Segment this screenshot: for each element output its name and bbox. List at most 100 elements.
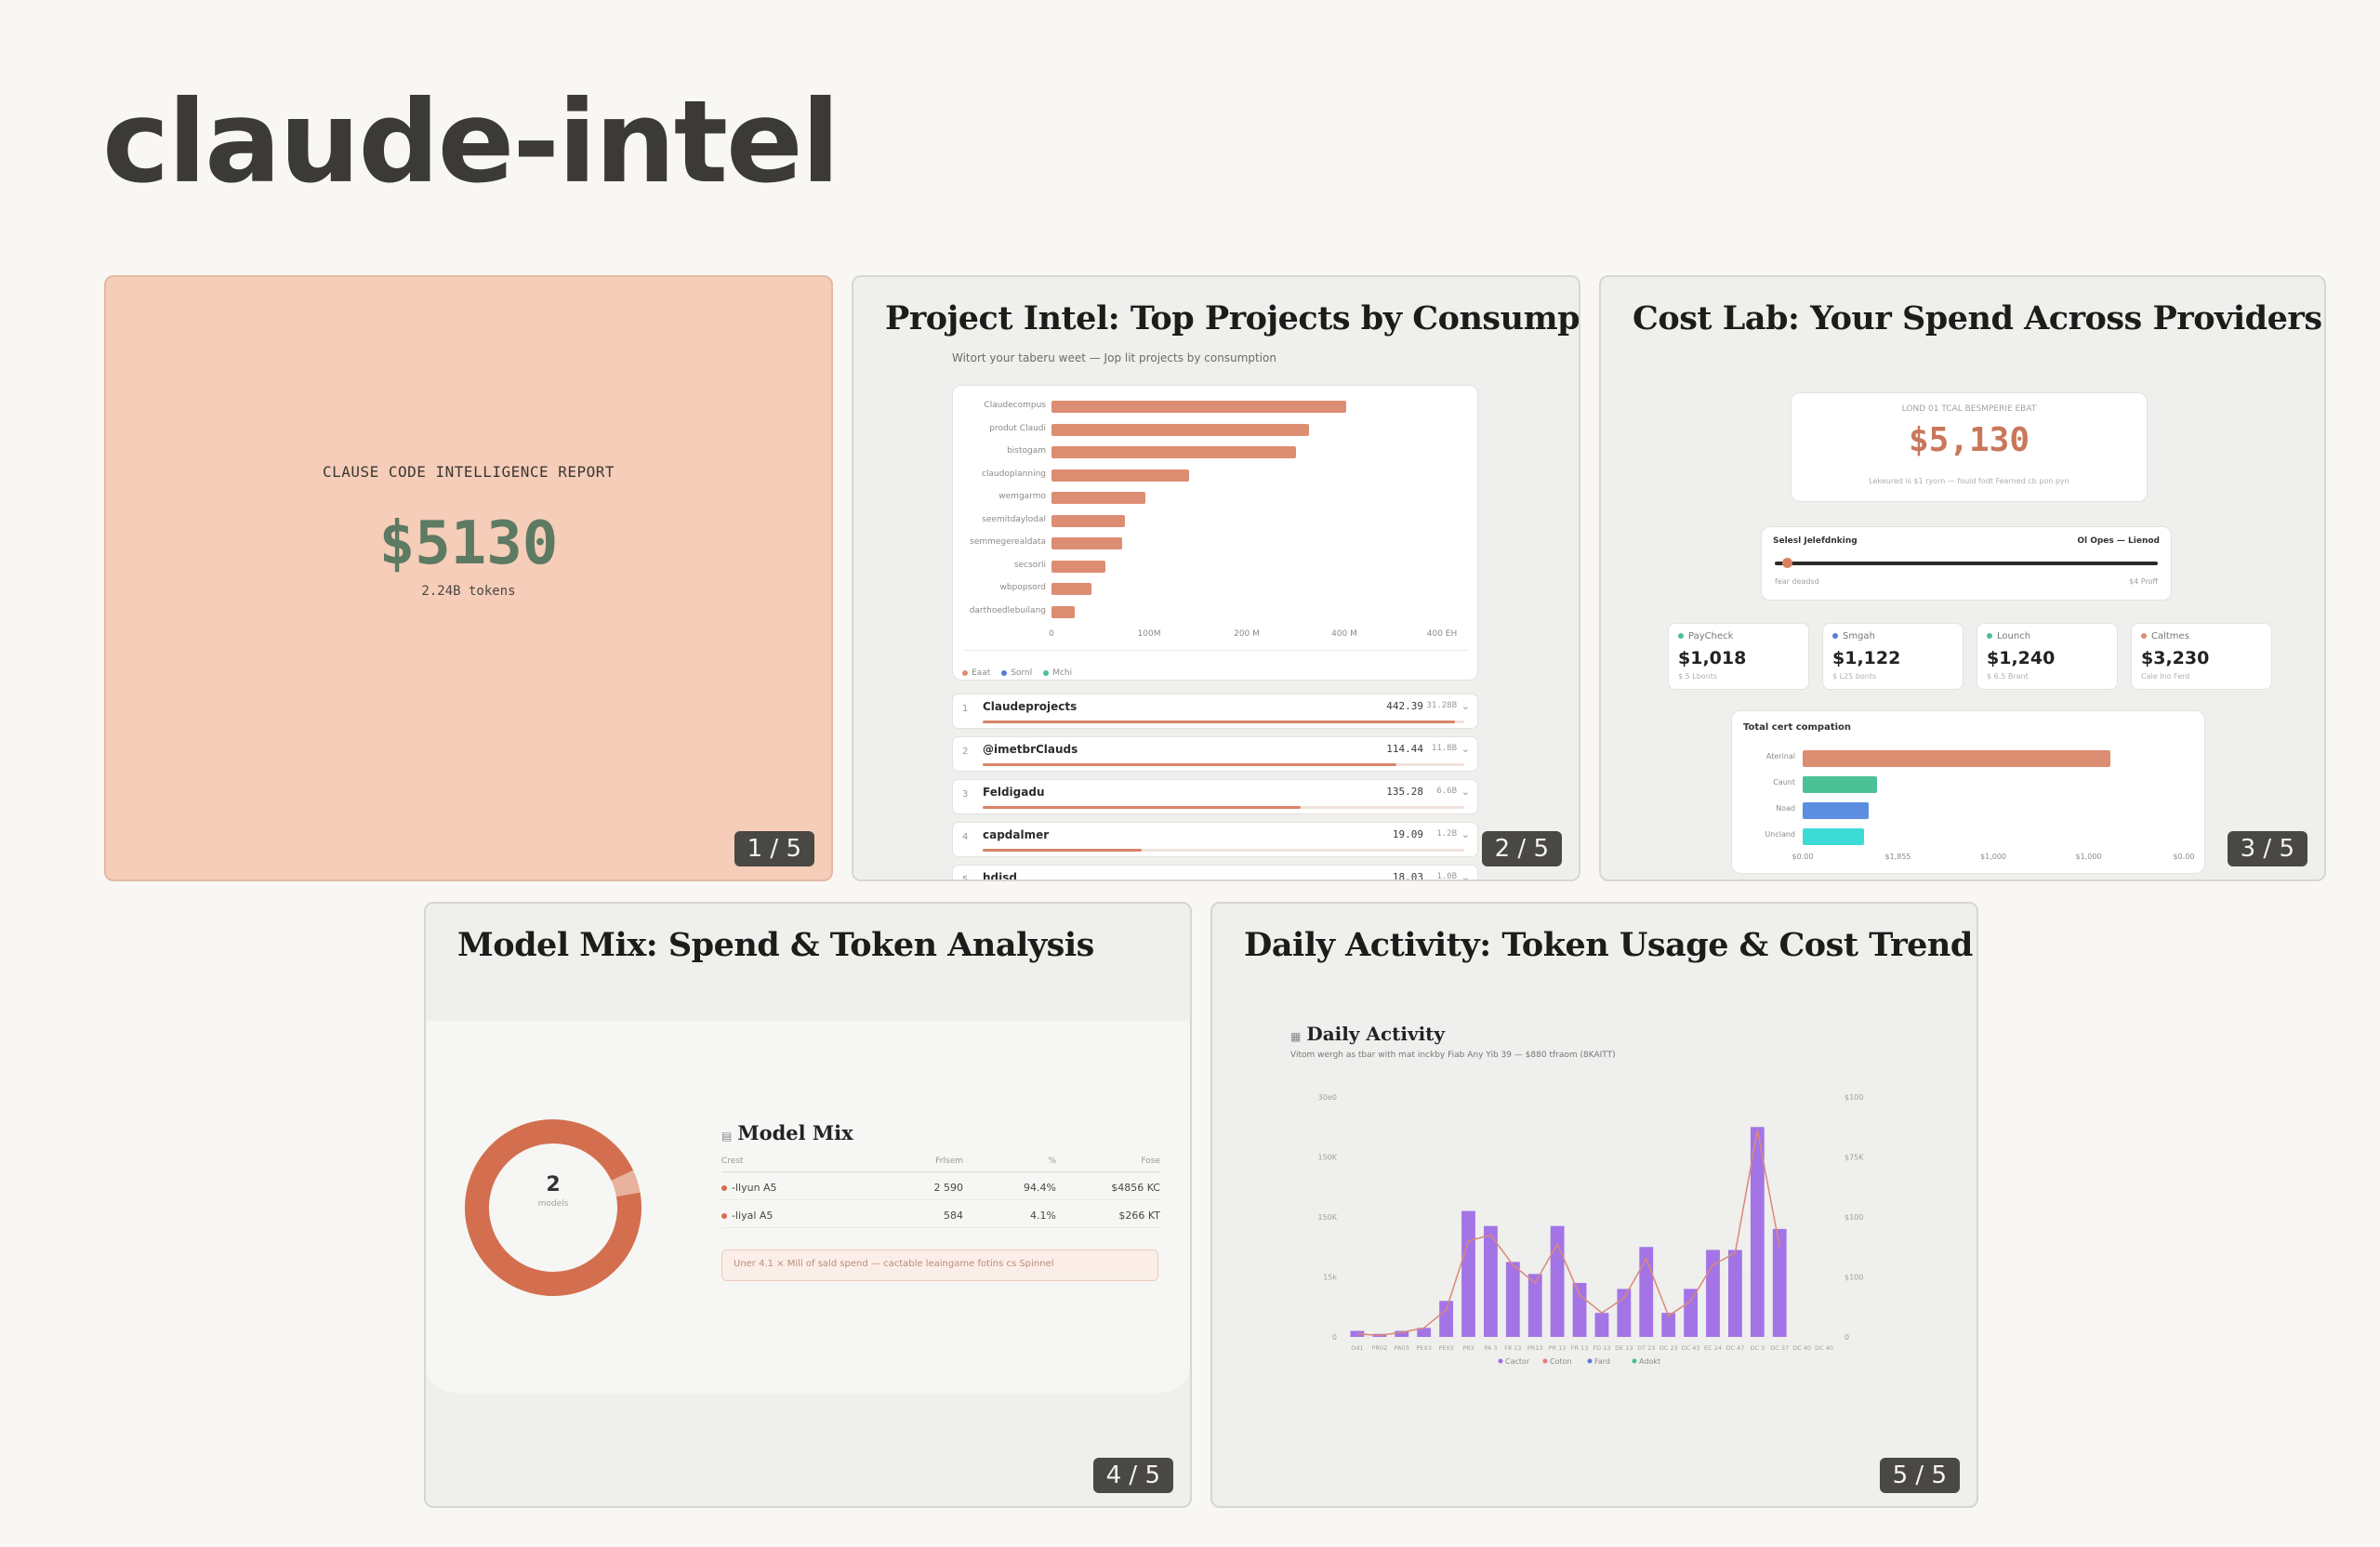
project-bar[interactable] (1051, 469, 1189, 482)
daily-bar[interactable] (1483, 1225, 1498, 1337)
project-rank: 4 (962, 832, 969, 842)
project-bar[interactable] (1051, 605, 1076, 618)
project-row[interactable]: 4 capdalmer 19.09 1.2B ⌄ (952, 822, 1478, 857)
project-bar[interactable] (1051, 514, 1126, 527)
daily-activity-chart: 0 15k 150K 150K 30e0 0 $100 $100 $75K $100 Od1 PR02… (1317, 1093, 1864, 1366)
daily-bar[interactable] (1439, 1301, 1454, 1337)
x-tick-label: F8 13 (1504, 1344, 1521, 1352)
provider-card[interactable]: PayCheck $1,018 $ 5 Lbonts (1668, 623, 1809, 690)
provider-bar[interactable] (1803, 828, 1864, 845)
slider-mode: Ol Opes — Lienod (2077, 536, 2160, 546)
project-bar[interactable] (1051, 560, 1105, 573)
provider-bar[interactable] (1803, 750, 2111, 767)
slide-card-2[interactable]: Project Intel: Top Projects by Consumpti… (852, 275, 1580, 881)
chevron-down-icon[interactable]: ⌄ (1461, 701, 1470, 712)
bar-category-label: Uncland (1765, 830, 1795, 839)
slider-label: Selesl Jelefdnking (1773, 536, 1858, 546)
bar-category-label: Aterinal (1765, 752, 1795, 760)
bar-category-label: Caunt (1773, 778, 1795, 787)
project-bar[interactable] (1051, 492, 1145, 504)
daily-bar[interactable] (1350, 1330, 1365, 1337)
slider-track[interactable] (1775, 562, 2158, 565)
provider-card[interactable]: Lounch $1,240 $ 6.5 Brant (1977, 623, 2118, 690)
x-tick-label: DC 23 (1659, 1344, 1678, 1352)
daily-bar[interactable] (1661, 1313, 1676, 1337)
chevron-down-icon[interactable]: ⌄ (1461, 787, 1470, 798)
donut-slice[interactable] (611, 1170, 641, 1197)
chevron-down-icon[interactable]: ⌄ (1461, 744, 1470, 755)
daily-bar[interactable] (1727, 1250, 1742, 1337)
slide-card-4[interactable]: Model Mix: Spend & Token Analysis 2 mode… (424, 902, 1192, 1508)
daily-bar[interactable] (1550, 1225, 1565, 1337)
model-mix-heading-text: Model Mix (737, 1121, 853, 1144)
y-tick-label: 15k (1323, 1274, 1337, 1282)
slider-thumb[interactable] (1782, 558, 1793, 568)
daily-bar[interactable] (1505, 1262, 1520, 1337)
project-tokens: 1.0B (1436, 872, 1457, 881)
daily-bar[interactable] (1527, 1274, 1542, 1337)
provider-spend: $3,230 (2141, 648, 2210, 668)
daily-bar[interactable] (1594, 1313, 1609, 1337)
provider-card[interactable]: Smgah $1,122 $ L25 bonts (1822, 623, 1964, 690)
project-bar[interactable] (1051, 423, 1310, 436)
daily-bar[interactable] (1461, 1210, 1475, 1337)
project-bar[interactable] (1051, 401, 1346, 413)
model-mix-callout: Uner 4.1 × Mill of sald spend — cactable… (721, 1250, 1158, 1281)
bar-category-label: seemitdaylodal (982, 514, 1046, 524)
daily-bar[interactable] (1617, 1289, 1632, 1337)
legend-label: Coton (1550, 1357, 1572, 1366)
slide-card-1[interactable]: CLAUSE CODE INTELLIGENCE REPORT $5130 2.… (104, 275, 833, 881)
provider-comparison-chart: Total cert compation Aterinal Caunt Noad Un… (1731, 710, 2205, 874)
x-tick-label: DE 13 (1615, 1344, 1633, 1352)
table-icon: ▤ (721, 1130, 733, 1143)
bar-category-label: semmegerealdata (970, 537, 1046, 547)
y2-tick-label: $100 (1844, 1274, 1863, 1282)
provider-card[interactable]: Caltmes $3,230 Cale Ino Ferd (2131, 623, 2272, 690)
bar-category-label: Noad (1776, 804, 1795, 813)
provider-bar[interactable] (1803, 776, 1877, 793)
model-color-dot (721, 1213, 727, 1219)
project-row[interactable]: 2 @imetbrClauds 114.44 11.8B ⌄ (952, 736, 1478, 772)
y2-tick-label: $75K (1844, 1154, 1864, 1162)
table-row[interactable]: -liyal A5 584 4.1% $266 KT (721, 1200, 1160, 1228)
chevron-down-icon[interactable]: ⌄ (1461, 829, 1470, 840)
project-bar[interactable] (1051, 537, 1122, 549)
legend-label: Cactor (1505, 1357, 1530, 1366)
col-pct: % (1048, 1157, 1056, 1166)
project-amount: 18.03 (1392, 871, 1423, 881)
donut-slice[interactable] (465, 1119, 641, 1296)
slide-card-5[interactable]: Daily Activity: Token Usage & Cost Trend… (1210, 902, 1978, 1508)
bar-category-label: wemgarmo (998, 492, 1046, 501)
total-spend-value: $5,130 (1908, 421, 2030, 459)
daily-bar[interactable] (1395, 1330, 1409, 1337)
project-row[interactable]: 5 hdisd 18.03 1.0B ⌄ (952, 865, 1478, 881)
project-bar[interactable] (1051, 446, 1296, 458)
project-tokens: 31.28B (1426, 701, 1457, 710)
slide-card-3[interactable]: Cost Lab: Your Spend Across Providers LO… (1599, 275, 2326, 881)
provider-color-dot (2141, 633, 2147, 639)
project-row[interactable]: 3 Feldigadu 135.28 6.6B ⌄ (952, 779, 1478, 814)
project-rank: 3 (962, 789, 969, 800)
daily-bar[interactable] (1750, 1127, 1765, 1337)
table-row[interactable]: -llyun A5 2 590 94.4% $4856 KC (721, 1172, 1160, 1200)
col-model: Crest (721, 1157, 744, 1166)
bar-category-label: claudoplanning (982, 469, 1046, 479)
x-tick-label: PA 3 (1484, 1344, 1497, 1352)
report-total-tokens: 2.24B tokens (421, 584, 516, 599)
provider-subtext: $ L25 bonts (1832, 672, 1877, 681)
provider-bar[interactable] (1803, 802, 1869, 819)
project-share-fill (983, 721, 1455, 723)
model-tokens: 584 (944, 1210, 963, 1222)
model-tokens: 2 590 (933, 1182, 964, 1194)
provider-spend: $1,018 (1678, 648, 1747, 668)
chevron-down-icon[interactable]: ⌄ (1461, 872, 1470, 881)
daily-bar[interactable] (1417, 1328, 1432, 1337)
daily-bar[interactable] (1684, 1289, 1699, 1337)
project-share-track (983, 806, 1464, 809)
total-spend-label: LOND 01 TCAL BESMPERIE EBAT (1901, 404, 2037, 414)
project-bar[interactable] (1051, 583, 1092, 595)
x-tick-label: 400 EH (1426, 629, 1458, 639)
daily-bar[interactable] (1772, 1228, 1787, 1337)
project-row[interactable]: 1 Claudeprojects 442.39 31.28B ⌄ (952, 694, 1478, 729)
daily-bar[interactable] (1572, 1282, 1587, 1337)
